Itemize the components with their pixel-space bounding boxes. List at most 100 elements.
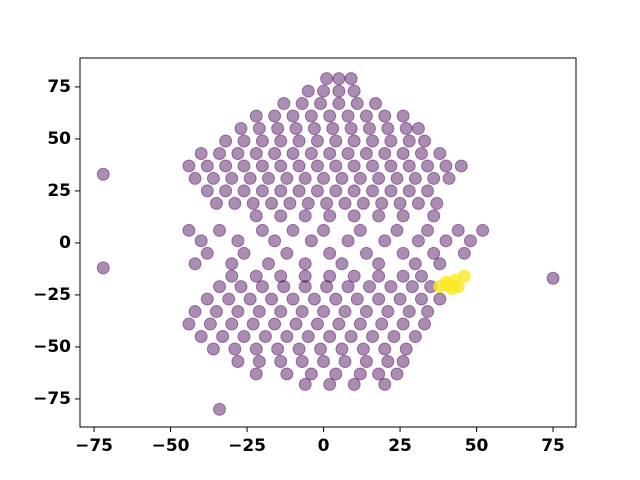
scatter-point (255, 134, 269, 148)
scatter-point (286, 109, 300, 123)
scatter-point (372, 292, 386, 306)
x-tick-label: 25 (388, 436, 412, 456)
scatter-point (258, 330, 272, 344)
scatter-point (372, 367, 386, 381)
scatter-point (283, 196, 297, 210)
scatter-point (314, 97, 328, 111)
y-tick-label: 75 (47, 77, 71, 97)
scatter-point (298, 280, 312, 294)
scatter-point (280, 246, 294, 260)
scatter-point (421, 305, 435, 319)
scatter-point (326, 122, 340, 136)
scatter-point (274, 354, 288, 368)
scatter-point (378, 234, 392, 248)
scatter-point (414, 269, 428, 283)
scatter-point (396, 246, 410, 260)
scatter-point (338, 354, 352, 368)
scatter-point (402, 159, 416, 173)
scatter-point (277, 97, 291, 111)
scatter-point (249, 269, 263, 283)
x-tick-label: 75 (541, 436, 565, 456)
scatter-point (304, 146, 318, 160)
scatter-point (433, 280, 447, 294)
scatter-point (399, 122, 413, 136)
scatter-point (274, 184, 288, 198)
scatter-point (96, 167, 110, 181)
scatter-point (243, 171, 257, 185)
scatter-point (329, 292, 343, 306)
scatter-point (231, 146, 245, 160)
scatter-point (219, 134, 233, 148)
scatter-point (332, 72, 346, 86)
scatter-point (200, 292, 214, 306)
scatter-point (369, 97, 383, 111)
scatter-point (298, 269, 312, 283)
scatter-point (335, 342, 349, 356)
scatter-point (341, 280, 355, 294)
scatter-point (286, 292, 300, 306)
scatter-point (203, 317, 217, 331)
scatter-point (341, 109, 355, 123)
scatter-point (414, 292, 428, 306)
scatter-point (268, 146, 282, 160)
scatter-point (323, 146, 337, 160)
scatter-point (188, 257, 202, 271)
scatter-point (381, 122, 395, 136)
scatter-point (384, 159, 398, 173)
scatter-point (332, 84, 346, 98)
scatter-point (411, 234, 425, 248)
scatter-point (252, 354, 266, 368)
scatter-point (442, 171, 456, 185)
scatter-point (399, 342, 413, 356)
scatter-point (228, 342, 242, 356)
scatter-point (408, 257, 422, 271)
y-tick-label: 50 (47, 129, 71, 149)
scatter-point (353, 223, 367, 237)
scatter-point (274, 209, 288, 223)
scatter-point (225, 257, 239, 271)
scatter-point (433, 292, 447, 306)
scatter-point (289, 317, 303, 331)
scatter-point (347, 184, 361, 198)
scatter-point (246, 196, 260, 210)
scatter-point (249, 109, 263, 123)
scatter-point (366, 159, 380, 173)
scatter-point (301, 84, 315, 98)
scatter-point (206, 342, 220, 356)
scatter-point (292, 134, 306, 148)
scatter-point (344, 72, 358, 86)
scatter-point (418, 317, 432, 331)
scatter-point (310, 159, 324, 173)
scatter-point (405, 280, 419, 294)
scatter-point (347, 377, 361, 391)
y-tick-label: 25 (47, 181, 71, 201)
scatter-point (408, 330, 422, 344)
scatter-point (265, 196, 279, 210)
scatter-point (255, 159, 269, 173)
scatter-point (427, 246, 441, 260)
scatter-point (231, 234, 245, 248)
scatter-point (268, 317, 282, 331)
scatter-point (304, 367, 318, 381)
scatter-point (362, 280, 376, 294)
scatter-point (234, 280, 248, 294)
scatter-point (249, 342, 263, 356)
scatter-point (292, 184, 306, 198)
scatter-point (307, 122, 321, 136)
scatter-point (213, 223, 227, 237)
scatter-point (274, 134, 288, 148)
scatter-point (317, 305, 331, 319)
scatter-point (188, 171, 202, 185)
scatter-point (411, 122, 425, 136)
scatter-point (209, 196, 223, 210)
scatter-point (231, 305, 245, 319)
scatter-point (378, 342, 392, 356)
scatter-point (375, 196, 389, 210)
scatter-point (307, 292, 321, 306)
scatter-point (335, 171, 349, 185)
scatter-point (216, 330, 230, 344)
scatter-point (393, 196, 407, 210)
scatter-point (384, 184, 398, 198)
scatter-point (265, 292, 279, 306)
scatter-point (323, 330, 337, 344)
